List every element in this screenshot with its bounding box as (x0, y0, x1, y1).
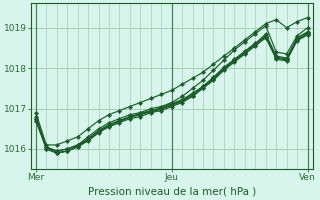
X-axis label: Pression niveau de la mer( hPa ): Pression niveau de la mer( hPa ) (88, 187, 256, 197)
